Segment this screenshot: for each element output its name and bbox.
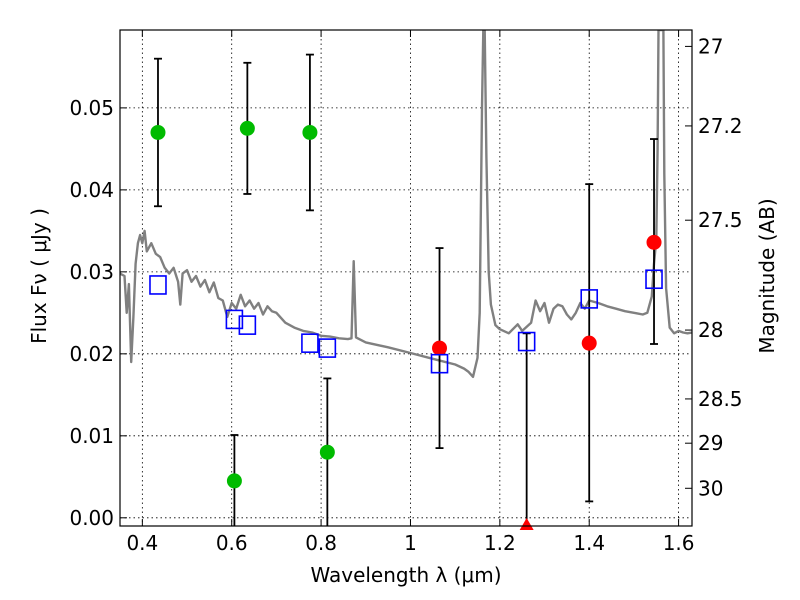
data-point-green	[150, 124, 166, 140]
y-tick-label: 0.03	[69, 260, 114, 284]
y-tick-label: 0.00	[69, 506, 114, 530]
right-tick-label: 28.5	[698, 387, 743, 411]
y-tick-label: 0.01	[69, 424, 114, 448]
x-tick-label: 1.2	[484, 531, 516, 555]
x-tick-label: 1	[404, 531, 417, 555]
model-square-marker	[580, 289, 599, 309]
model-square-marker	[238, 315, 257, 335]
x-tick-label: 1.4	[573, 531, 605, 555]
x-tick-label: 0.4	[126, 531, 158, 555]
x-axis-label: Wavelength λ (μm)	[310, 563, 501, 587]
right-tick-label: 27.2	[698, 114, 743, 138]
data-point-red	[581, 335, 597, 351]
data-point-red	[432, 340, 448, 356]
right-tick-label: 27	[698, 34, 723, 58]
y-tick-label: 0.02	[69, 342, 114, 366]
right-tick-label: 27.5	[698, 208, 743, 232]
sed-model-line	[120, 30, 692, 378]
marker-layer	[149, 120, 663, 530]
plot-frame	[119, 29, 693, 527]
x-tick-label: 0.8	[305, 531, 337, 555]
right-axis-label: Magnitude (AB)	[755, 198, 779, 353]
upper-limit-marker	[519, 518, 534, 530]
data-point-red	[646, 234, 662, 250]
right-tick-label: 30	[698, 476, 723, 500]
x-tick-label: 0.6	[216, 531, 248, 555]
data-point-green	[226, 473, 242, 489]
y-axis-label: Flux Fν ( μJy )	[27, 208, 51, 344]
data-point-green	[319, 444, 335, 460]
y-tick-label: 0.05	[69, 96, 114, 120]
model-square-marker	[645, 269, 663, 290]
model-square-marker	[517, 331, 536, 352]
model-square-marker	[318, 338, 337, 358]
model-square-marker	[225, 309, 244, 330]
model-square-marker	[301, 333, 319, 353]
sed-layer	[120, 30, 692, 378]
y-tick-label: 0.04	[69, 178, 114, 202]
right-tick-label: 29	[698, 431, 723, 455]
model-square-marker	[149, 275, 167, 295]
ticks: 0.4 0.6 0.8 1 1.2 1.4 1.6 0.00 0.01 0.02 0.03 0.04 0…	[69, 30, 743, 555]
x-tick-label: 1.6	[663, 531, 695, 555]
plot-area	[120, 30, 692, 526]
right-tick-label: 28	[698, 318, 723, 342]
model-square-marker	[430, 353, 449, 374]
data-point-green	[239, 120, 255, 136]
data-point-green	[302, 124, 318, 140]
